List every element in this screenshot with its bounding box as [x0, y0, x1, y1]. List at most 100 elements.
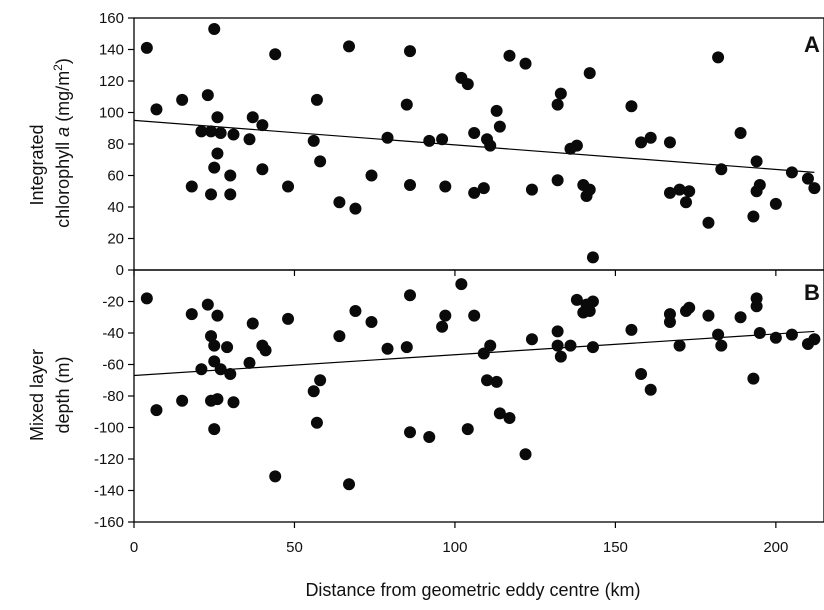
panel-b-data-point: [423, 430, 436, 443]
panel-b-data-point: [635, 367, 648, 380]
panel-b-data-point: [644, 383, 657, 396]
panel-a-data-point: [570, 139, 583, 152]
panel-a-data-point: [785, 166, 798, 179]
panel-b-data-point: [490, 375, 503, 388]
panel-b-data-point: [269, 470, 282, 483]
panel-a-data-point: [246, 111, 259, 124]
panel-b-data-point: [683, 301, 696, 314]
panel-a-data-point: [211, 147, 224, 160]
panel-b-y-tick-label: -140: [94, 483, 124, 500]
panel-a-data-point: [333, 196, 346, 209]
panel-b-data-point: [150, 404, 163, 417]
panel-a-data-point: [734, 126, 747, 139]
panel-a-data-point: [314, 155, 327, 168]
panel-b-data-point: [140, 292, 153, 305]
panel-b-y-tick-label: -20: [102, 294, 124, 311]
panel-b-data-point: [551, 339, 564, 352]
panel-b-ylabel-line2: depth (m): [53, 356, 73, 433]
panel-a-data-point: [477, 182, 490, 195]
panel-b-data-point: [586, 341, 599, 354]
panel-b-data-point: [208, 423, 221, 436]
panel-b-data-point: [750, 300, 763, 313]
panel-a-data-point: [211, 111, 224, 124]
panel-b-data-point: [439, 309, 452, 322]
panel-b-data-point: [525, 333, 538, 346]
panel-b-data-point: [365, 315, 378, 328]
panel-a-data-point: [243, 133, 256, 146]
panel-b-data-point: [808, 333, 821, 346]
panel-b-data-point: [753, 327, 766, 339]
panel-a-data-point: [227, 128, 240, 141]
panel-a-data-point: [801, 172, 814, 185]
panel-a-data-point: [461, 78, 474, 91]
panel-a-data-point: [423, 134, 436, 147]
panel-b-data-point: [282, 312, 295, 325]
panel-a-data-point: [586, 251, 599, 264]
panel-a-y-tick-label: 0: [116, 262, 124, 279]
panel-a-data-point: [307, 134, 320, 147]
panel-b-y-tick-label: -160: [94, 514, 124, 531]
panel-a-data-point: [625, 100, 638, 113]
panel-a-ylabel-line2: chlorophyll a (mg/m2): [51, 58, 73, 228]
panel-a-y-tick-label: 80: [107, 136, 124, 153]
panel-b-data-point: [221, 341, 234, 354]
panel-b-data-point: [455, 278, 468, 291]
panel-a-ylabel-prefix: chlorophyll: [53, 137, 73, 228]
x-tick-label: 150: [603, 539, 628, 556]
panel-a-trendline: [133, 119, 815, 173]
panel-a-data-point: [493, 120, 506, 133]
panel-b-data-point: [625, 323, 638, 336]
panel-b-data-point: [381, 342, 394, 355]
x-tick-label: 100: [442, 539, 467, 556]
panel-b-data-point: [227, 396, 240, 409]
panel-a-data-point: [525, 183, 538, 196]
panel-b-data-point: [519, 448, 532, 461]
panel-b-data-point: [201, 298, 214, 311]
panel-b-data-point: [185, 308, 198, 321]
panel-a-data-point: [644, 131, 657, 144]
panel-a-y-tick-label: 20: [107, 231, 124, 248]
panel-a-y-tick-label: 100: [99, 105, 124, 122]
panel-a-data-point: [208, 23, 221, 36]
panel-a-data-point: [365, 169, 378, 182]
x-tick-label: 0: [130, 539, 138, 556]
panel-b-trendline: [133, 330, 815, 377]
panel-a-data-point: [140, 41, 153, 54]
panel-a-y-tick-label: 120: [99, 73, 124, 90]
panel-a-data-point: [400, 98, 413, 111]
panel-b-ylabel-line1: Mixed layer: [27, 349, 47, 441]
panel-a-data-point: [484, 139, 497, 152]
panel-b-data-point: [586, 295, 599, 308]
panel-b-data-point: [246, 317, 259, 330]
panel-a-data-point: [404, 178, 416, 191]
x-tick-label: 50: [286, 539, 303, 556]
panel-b-data-point: [503, 412, 516, 425]
panel-a-data-point: [753, 178, 766, 191]
panel-a-data-point: [680, 196, 692, 209]
panel-a-data-point: [750, 155, 763, 168]
panel-a-ylabel-close: ): [53, 58, 73, 64]
panel-a-ylabel-superscript: 2: [51, 64, 65, 71]
panel-a-y-tick-label: 140: [99, 42, 124, 59]
panel-a-data-point: [769, 197, 782, 210]
panel-a-data-point: [551, 98, 564, 111]
panel-a-data-point: [310, 93, 323, 106]
panel-b-data-point: [208, 339, 221, 352]
panel-b-data-point: [176, 394, 189, 407]
panel-a-data-point: [635, 136, 648, 149]
panel-a-data-point: [747, 210, 760, 223]
panel-b-data-point: [224, 367, 237, 380]
panel-b-data-point: [400, 341, 413, 354]
panel-b-frame: [133, 269, 824, 523]
panel-b-data-point: [564, 339, 577, 352]
panel-b-y-tick-label: -80: [102, 388, 124, 405]
panel-b-data-point: [211, 309, 224, 322]
panel-a-ylabel-italic: a: [53, 127, 73, 137]
panel-b-y-tick-label: -40: [102, 325, 124, 342]
panel-b-data-point: [663, 315, 676, 328]
panel-b-data-point: [484, 339, 497, 352]
panel-a-data-point: [439, 180, 452, 193]
panel-a-data-point: [554, 87, 567, 100]
